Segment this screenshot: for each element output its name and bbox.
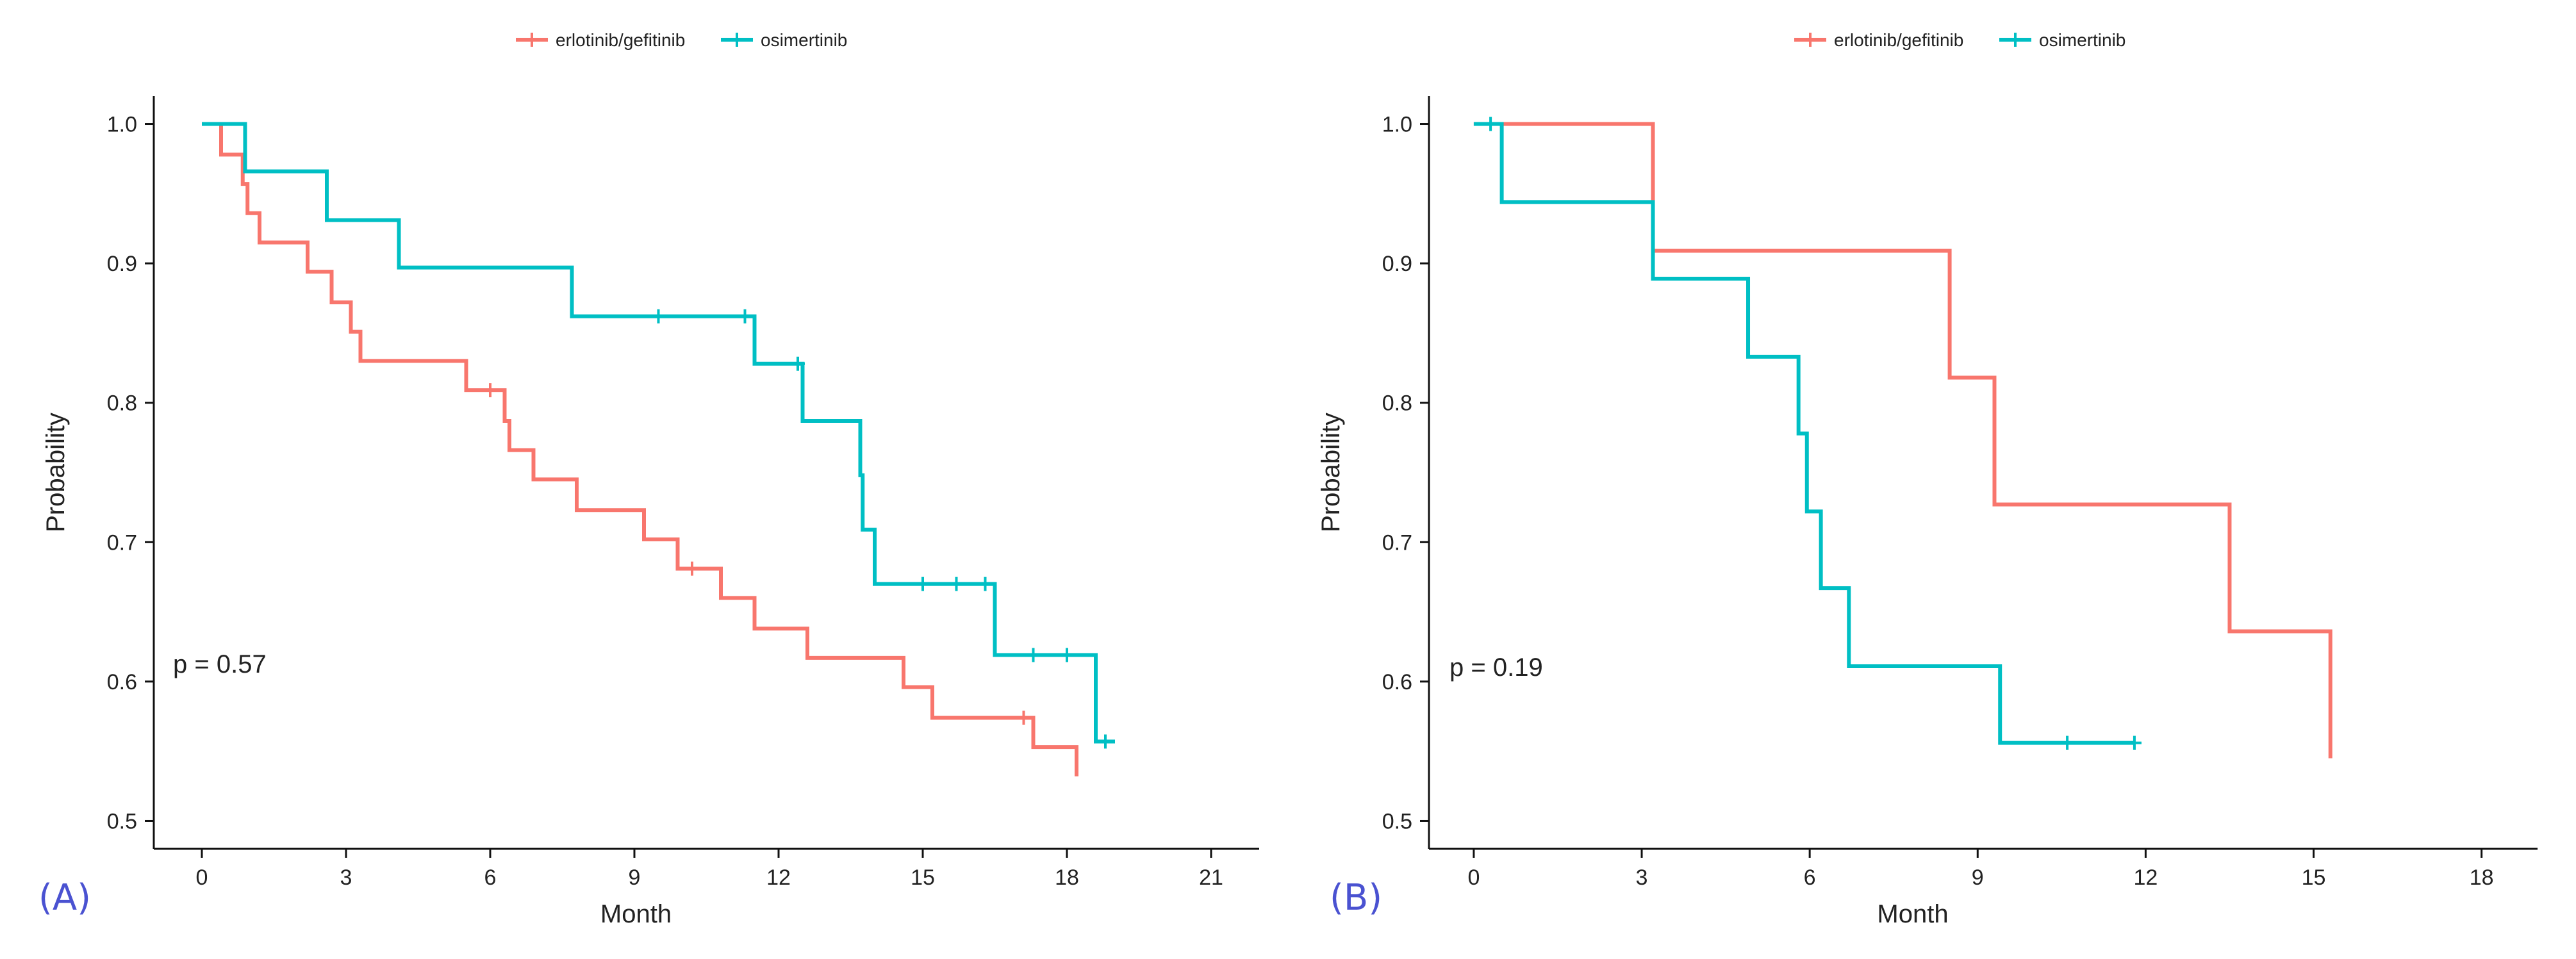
- x-tick-label: 6: [484, 865, 497, 890]
- y-tick-label: 0.9: [1382, 252, 1412, 276]
- x-tick-label: 6: [1804, 865, 1816, 890]
- y-tick-label: 0.8: [1382, 391, 1412, 416]
- chart-panel-b: 0 3 6 9 12 15 18 0.5 0.6 0.7 0.8 0.9 1.0 Month Probabi…: [1317, 30, 2538, 928]
- y-tick-label: 0.7: [1382, 530, 1412, 555]
- y-axis-title: Probability: [1317, 413, 1345, 532]
- legend-label: erlotinib/gefitinib: [556, 30, 685, 50]
- censor-mark: [685, 561, 699, 576]
- x-tick-label: 15: [911, 865, 935, 890]
- censor-mark: [1098, 734, 1112, 749]
- x-axis-title: Month: [600, 900, 672, 928]
- legend-key-mark: [2008, 33, 2022, 47]
- censor-mark: [791, 356, 805, 371]
- x-tick-label: 0: [1467, 865, 1480, 890]
- x-tick-label: 12: [2133, 865, 2158, 890]
- x-tick-label: 3: [340, 865, 352, 890]
- y-axis-title: Probability: [42, 413, 70, 532]
- censor-mark: [1026, 648, 1041, 662]
- y-tick-label: 1.0: [1382, 113, 1412, 137]
- censor-mark: [2127, 735, 2142, 750]
- censor-mark: [2060, 735, 2075, 750]
- series-line-erlotinib-gefitinib: [202, 122, 1078, 776]
- series-line-osimertinib: [202, 122, 1115, 744]
- x-tick-label: 0: [196, 865, 208, 890]
- p-value-annotation: p = 0.19: [1449, 653, 1543, 682]
- x-tick-label: 12: [766, 865, 791, 890]
- y-tick-label: 0.6: [107, 670, 137, 694]
- censor-mark: [978, 577, 993, 591]
- p-value-annotation: p = 0.57: [173, 650, 267, 678]
- censor-mark: [738, 309, 752, 324]
- series-line-osimertinib: [1473, 122, 2134, 745]
- x-tick-label: 18: [1055, 865, 1079, 890]
- legend-key-mark: [1803, 33, 1817, 47]
- censor-mark: [949, 577, 964, 591]
- x-tick-label: 9: [1972, 865, 1984, 890]
- censor-mark: [1483, 117, 1498, 131]
- chart-panel-a: 0 3 6 9 12 15 18 21 0.5 0.6 0.7 0.8 0.9 1.0 Month Proba…: [38, 30, 1259, 928]
- legend-label: osimertinib: [2039, 30, 2126, 50]
- x-tick-label: 18: [2470, 865, 2494, 890]
- y-tick-label: 0.5: [107, 809, 137, 833]
- censor-mark: [483, 383, 497, 398]
- x-tick-label: 3: [1636, 865, 1648, 890]
- censor-mark: [1060, 648, 1074, 662]
- y-tick-label: 0.8: [107, 391, 137, 416]
- x-axis-title: Month: [1877, 900, 1948, 928]
- censor-mark: [916, 577, 930, 591]
- censor-mark: [1016, 710, 1031, 725]
- x-tick-label: 21: [1199, 865, 1223, 890]
- legend-label: erlotinib/gefitinib: [1834, 30, 1963, 50]
- y-tick-label: 1.0: [107, 113, 137, 137]
- legend-key-mark: [730, 33, 744, 47]
- y-tick-label: 0.5: [1382, 809, 1412, 833]
- x-tick-label: 15: [2302, 865, 2326, 890]
- y-tick-label: 0.6: [1382, 670, 1412, 694]
- panel-label: (B): [1330, 877, 1382, 919]
- x-tick-label: 9: [629, 865, 641, 890]
- panel-label: (A): [38, 877, 91, 919]
- y-tick-label: 0.7: [107, 530, 137, 555]
- y-tick-label: 0.9: [107, 252, 137, 276]
- legend-label: osimertinib: [761, 30, 847, 50]
- legend-key-mark: [525, 33, 539, 47]
- censor-mark: [651, 309, 666, 324]
